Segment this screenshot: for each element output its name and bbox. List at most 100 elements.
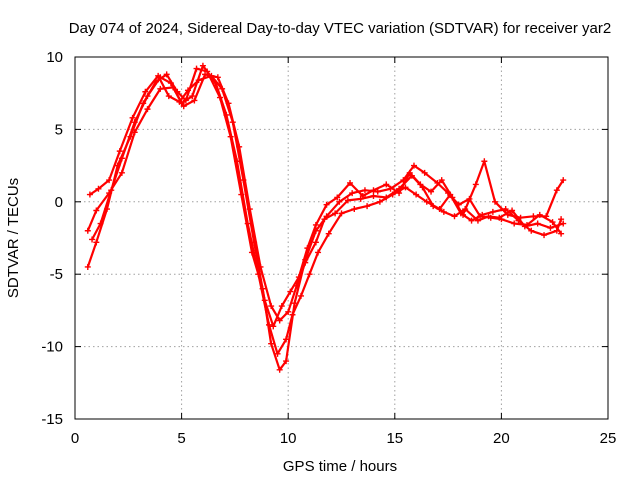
data-point (357, 195, 364, 202)
data-point (193, 65, 200, 72)
data-point (560, 220, 567, 227)
data-point (157, 85, 164, 92)
data-point (131, 129, 138, 136)
data-point (285, 308, 292, 315)
data-point (144, 93, 151, 100)
data-point (93, 239, 100, 246)
data-point (297, 292, 304, 299)
data-point (246, 206, 253, 213)
y-axis-label: SDTVAR / TECUs (5, 178, 22, 298)
data-point (438, 177, 445, 184)
data-point (118, 169, 125, 176)
data-point (304, 245, 311, 252)
data-point (553, 187, 560, 194)
data-point (89, 236, 96, 243)
data-point (430, 203, 437, 210)
x-tick-label: 10 (280, 430, 297, 447)
data-point (440, 208, 447, 215)
data-point (142, 88, 149, 95)
series-track-4 (84, 71, 567, 324)
data-point (481, 158, 488, 165)
data-point (325, 230, 332, 237)
data-point (547, 224, 554, 231)
data-point (312, 221, 319, 228)
data-point (489, 208, 496, 215)
data-point (423, 198, 430, 205)
data-point (274, 350, 281, 357)
data-point (268, 303, 275, 310)
data-point (558, 230, 565, 237)
data-point (509, 207, 516, 214)
data-point (460, 211, 467, 218)
data-point (474, 217, 481, 224)
data-point (268, 340, 275, 347)
data-point (97, 220, 104, 227)
data-point (468, 217, 475, 224)
data-point (236, 143, 243, 150)
data-layer (84, 62, 567, 373)
data-point (84, 263, 91, 270)
data-point (361, 187, 368, 194)
data-point (129, 114, 136, 121)
x-tick-label: 25 (600, 430, 617, 447)
data-point (496, 214, 503, 221)
data-point (84, 227, 91, 234)
data-point (184, 87, 191, 94)
data-point (553, 227, 560, 234)
data-point (344, 197, 351, 204)
data-point (315, 249, 322, 256)
data-point (189, 93, 196, 100)
data-point (541, 232, 548, 239)
plot-frame (74, 56, 609, 420)
data-point (283, 336, 290, 343)
series-line (88, 74, 565, 328)
data-point (131, 119, 138, 126)
data-point (118, 155, 125, 162)
grid (75, 57, 608, 419)
data-point (410, 162, 417, 169)
series-track-3 (86, 72, 567, 330)
data-point (199, 62, 206, 69)
data-point (261, 297, 268, 304)
data-point (338, 210, 345, 217)
data-point (106, 177, 113, 184)
data-point (383, 181, 390, 188)
data-point (549, 219, 556, 226)
data-point (421, 169, 428, 176)
data-point (451, 213, 458, 220)
data-point (479, 211, 486, 218)
data-point (530, 213, 537, 220)
x-tick-label: 0 (71, 430, 79, 447)
data-point (289, 311, 296, 318)
series-line (86, 73, 565, 322)
series-line (90, 64, 563, 355)
data-point (560, 177, 567, 184)
y-tick-label: -5 (50, 266, 63, 283)
data-point (472, 181, 479, 188)
data-point (370, 193, 377, 200)
data-point (257, 263, 264, 270)
data-point (492, 198, 499, 205)
data-point (534, 220, 541, 227)
data-point (323, 201, 330, 208)
data-point (428, 188, 435, 195)
data-point (202, 71, 209, 78)
data-point (558, 216, 565, 223)
data-point (396, 185, 403, 192)
data-point (95, 185, 102, 192)
data-point (244, 220, 251, 227)
data-point (167, 80, 174, 87)
x-tick-label: 20 (493, 430, 510, 447)
data-point (413, 191, 420, 198)
data-point (306, 271, 313, 278)
data-point (287, 288, 294, 295)
y-tick-label: 5 (55, 121, 63, 138)
y-tick-label: -10 (41, 339, 63, 356)
data-point (195, 77, 202, 84)
data-point (349, 190, 356, 197)
data-point (332, 210, 339, 217)
data-point (116, 148, 123, 155)
data-point (351, 206, 358, 213)
data-point (312, 239, 319, 246)
x-tick-label: 15 (386, 430, 403, 447)
